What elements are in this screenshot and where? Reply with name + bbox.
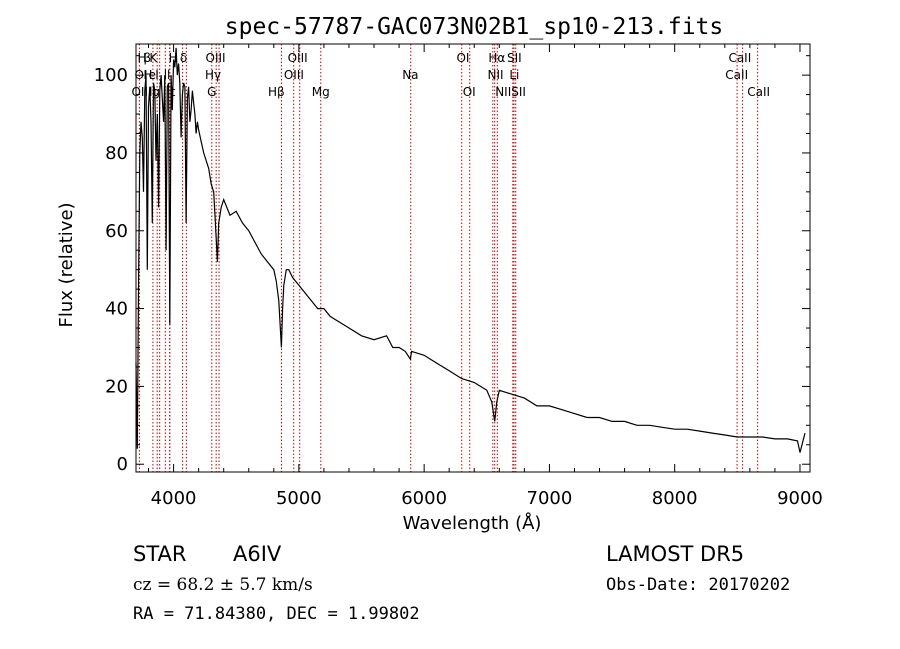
line-label-row2-7: Na [402,68,418,82]
line-label-row2-3: I [155,68,159,82]
y-axis-ticks: 0 20 40 60 80 100 [94,55,810,475]
x-tick-label-4: 8000 [652,488,698,509]
line-label-row3-5: Mg [312,85,330,99]
line-label-row1-7: OI [456,51,469,65]
line-label-row3-4: Hβ [268,85,285,99]
spectrum-line [135,47,806,453]
x-axis-label: Wavelength (Å) [403,512,542,534]
radec-label: RA = 71.84380, DEC = 1.99802 [133,604,420,624]
obs-date-label: Obs-Date: 20170202 [606,575,790,595]
y-tick-label-1: 20 [105,376,128,397]
line-label-row1-0: H [137,51,146,65]
line-label-row1-3: H [169,51,178,65]
line-label-row2-1: H [143,68,152,82]
y-axis-label: Flux (relative) [56,202,77,327]
line-label-row1-5: OIII [206,51,226,65]
x-tick-label-0: 4000 [151,488,197,509]
line-label-row1-4: δ [180,51,187,65]
y-tick-label-0: 0 [117,454,128,475]
line-label-row2-5: Hγ [205,68,221,82]
line-label-row3-6: OI [463,85,476,99]
y-tick-label-5: 100 [94,65,128,86]
line-label-row1-8: Hα [488,51,505,65]
x-axis-ticks: 4000 5000 6000 7000 8000 9000 [148,44,823,509]
line-label-row2-9: Li [509,68,519,82]
plot-frame [135,43,811,473]
y-tick-label-4: 80 [105,143,128,164]
y-tick-label-2: 40 [105,299,128,320]
survey-label: LAMOST DR5 [606,542,744,566]
line-label-row3-8: CaII [747,85,770,99]
redshift-label: cz = 68.2 ± 5.7 km/s [133,575,313,595]
line-label-row2-2: e [149,68,156,82]
subclass-label: A6IV [233,542,282,566]
line-label-row3-3: G [207,85,216,99]
x-tick-label-1: 5000 [276,488,322,509]
line-label-row2-4: ll [164,68,171,82]
line-label-row2-6: OIII [284,68,304,82]
line-label-row1-6: OIII [288,51,308,65]
line-label-row1-1: β [143,51,151,65]
line-label-row2-10: CaII [725,68,748,82]
line-label-row1-10: CaII [728,51,751,65]
x-tick-label-5: 9000 [777,488,823,509]
line-label-row3-7: NIISII [495,85,526,99]
line-label-row1-9: SII [507,51,522,65]
emission-line-markers [138,44,759,472]
x-tick-label-2: 6000 [401,488,447,509]
y-tick-label-3: 60 [105,221,128,242]
chart-title: spec-57787-GAC073N02B1_sp10-213.fits [225,14,724,40]
line-label-row2-8: NII [488,68,504,82]
x-tick-label-3: 7000 [527,488,573,509]
class-label: STAR [133,542,186,566]
line-label-row1-2: K [149,51,158,65]
